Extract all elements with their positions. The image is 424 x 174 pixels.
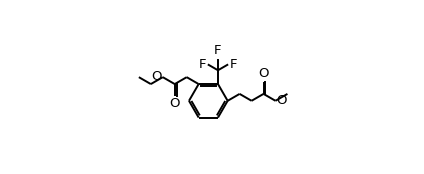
Text: F: F	[214, 44, 222, 57]
Text: F: F	[230, 58, 237, 71]
Text: O: O	[259, 67, 269, 80]
Text: O: O	[151, 70, 162, 83]
Text: F: F	[199, 58, 206, 71]
Text: O: O	[170, 97, 180, 110]
Text: O: O	[276, 94, 287, 107]
